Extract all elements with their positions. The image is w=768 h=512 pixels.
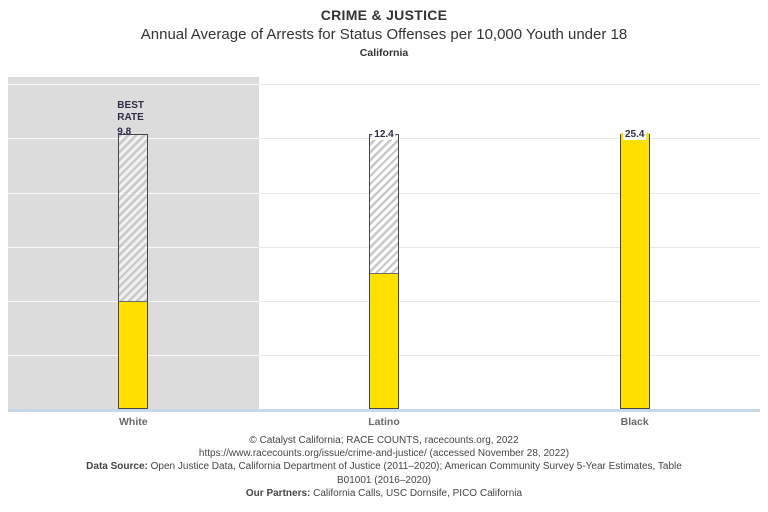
partners-text: California Calls, USC Dornsife, PICO Cal… — [310, 487, 523, 499]
bar-white: BEST RATE 9.8 — [117, 100, 149, 409]
footer: © Catalyst California; RACE COUNTS, race… — [34, 434, 734, 500]
data-source-line-2: B01001 (2016–2020) — [337, 474, 431, 486]
partners-label: Our Partners: — [245, 487, 311, 499]
best-rate-annotation: BEST RATE — [117, 100, 144, 123]
x-axis-labels: White Latino Black — [8, 416, 760, 430]
value-label-latino: 12.4 — [372, 128, 396, 140]
data-source-text: Open Justice Data, California Department… — [147, 461, 682, 473]
axis-label-latino: Latino — [368, 416, 400, 428]
chart-header: CRIME & JUSTICE Annual Average of Arrest… — [0, 7, 768, 59]
source-url-line: https://www.racecounts.org/issue/crime-a… — [198, 448, 570, 460]
bar-fill-white — [119, 300, 148, 408]
axis-label-white: White — [119, 416, 148, 428]
bar-latino: 12.4 — [369, 128, 399, 409]
x-axis-baseline — [8, 409, 760, 412]
bar-fill-latino — [370, 272, 398, 408]
region-label: California — [359, 47, 409, 59]
issue-category-title: CRIME & JUSTICE — [320, 7, 448, 23]
plot-area: BEST RATE 9.8 12.4 25.4 — [8, 77, 760, 409]
data-source-label: Data Source: — [86, 461, 148, 473]
copyright-line: © Catalyst California; RACE COUNTS, race… — [249, 435, 519, 446]
axis-label-black: Black — [620, 416, 649, 428]
value-label-black: 25.4 — [622, 128, 647, 140]
bar-fill-black — [620, 133, 649, 408]
gridline-30 — [8, 84, 760, 86]
chart-title: Annual Average of Arrests for Status Off… — [140, 26, 628, 43]
value-label-white: 9.8 — [117, 126, 132, 138]
bar-black: 25.4 — [619, 128, 650, 409]
data-source-line: Data Source: Open Justice Data, Californ… — [34, 460, 734, 473]
partners-line: Our Partners: California Calls, USC Dorn… — [34, 487, 734, 500]
